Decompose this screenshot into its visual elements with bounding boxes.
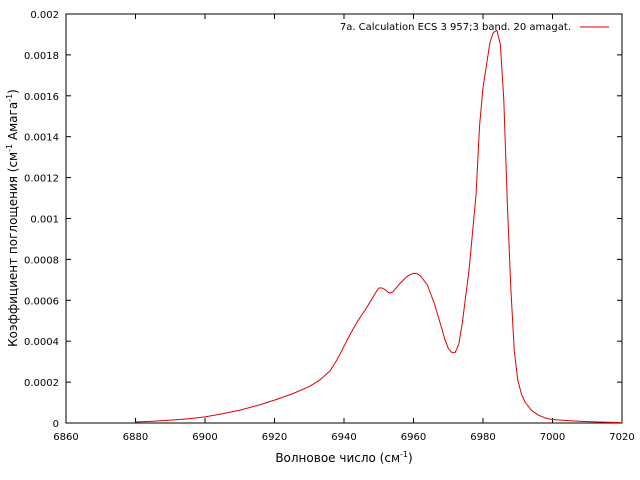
x-tick-labels: 6860 6880 6900 6920 6940 6960 6980 7000 7020 <box>53 432 634 443</box>
y-tick-labels: 0 0.0002 0.0004 0.0006 0.0008 0.001 0.0012 0.00… <box>24 10 59 430</box>
y-tick-label: 0.0004 <box>24 337 59 348</box>
y-tick-label: 0.0018 <box>24 51 59 62</box>
y-tick-label: 0.0008 <box>24 255 59 266</box>
y-tick-label: 0.002 <box>30 10 59 21</box>
x-axis-title: Волновое число (см-1) <box>275 450 412 465</box>
legend: 7a. Calculation ECS 3 957;3 band. 20 ama… <box>340 22 609 33</box>
x-tick-label: 6900 <box>192 432 217 443</box>
x-tick-label: 6920 <box>262 432 287 443</box>
y-tick-label: 0.001 <box>30 215 59 226</box>
series-line <box>135 29 623 424</box>
series-layer <box>135 29 623 424</box>
x-tick-label: 6940 <box>331 432 356 443</box>
axis-ticks <box>65 13 623 424</box>
y-tick-label: 0.0014 <box>24 133 59 144</box>
y-tick-label: 0 <box>53 419 59 430</box>
x-tick-label: 6860 <box>53 432 78 443</box>
plot-frame <box>65 13 623 424</box>
y-tick-label: 0.0006 <box>24 296 59 307</box>
y-tick-label: 0.0016 <box>24 92 59 103</box>
x-tick-label: 6980 <box>470 432 495 443</box>
y-axis-title: Коэффициент поглощения (см-1 Амага-1) <box>5 89 20 347</box>
x-tick-label: 6880 <box>123 432 148 443</box>
legend-label: 7a. Calculation ECS 3 957;3 band. 20 ama… <box>340 22 571 33</box>
x-tick-label: 6960 <box>401 432 426 443</box>
x-tick-label: 7000 <box>540 432 565 443</box>
y-tick-label: 0.0012 <box>24 174 59 185</box>
y-tick-label: 0.0002 <box>24 378 59 389</box>
x-tick-label: 7020 <box>609 432 634 443</box>
